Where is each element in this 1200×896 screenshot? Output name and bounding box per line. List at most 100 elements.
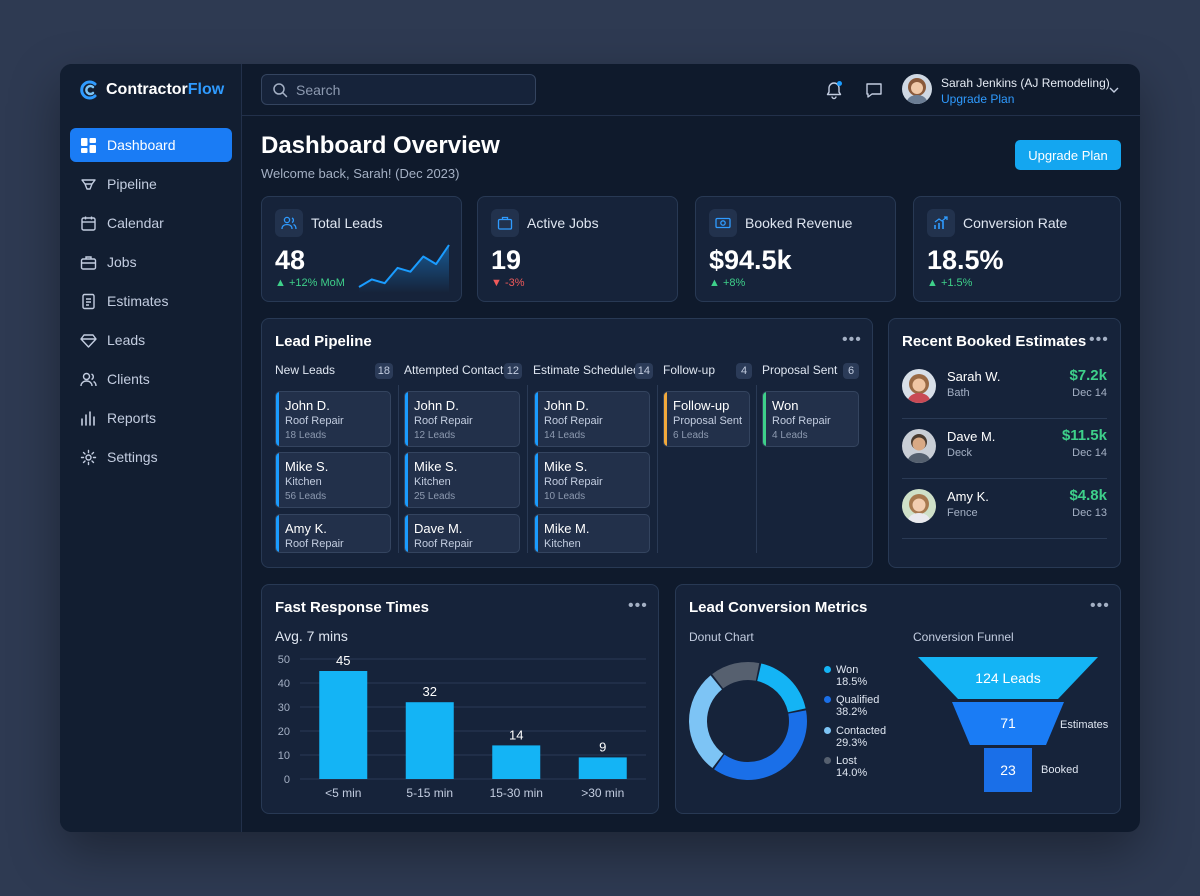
kpi-card-booked-revenue[interactable]: Booked Revenue $94.5k ▲ +8% [695,196,896,302]
bar[interactable] [405,702,454,779]
lead-card[interactable]: John D. Roof Repair 12 Leads [404,391,520,447]
x-tick-label: >30 min [581,786,624,800]
funnel-stage-leads [918,657,1098,699]
sidebar-item-calendar[interactable]: Calendar [70,206,232,240]
sparkline-chart [358,244,450,293]
search-icon [273,82,288,97]
legend-label: Qualified [836,694,880,706]
sparkline-line [358,244,450,288]
lead-service: Kitchen [544,538,581,550]
response-bar-chart: 0 10 20 30 40 50 45 <5 min 32 5-15 min 14 15-30 min… [278,653,646,800]
funnel-label: Conversion Funnel [913,630,1014,644]
bar[interactable] [492,745,541,779]
legend-label: Lost [836,755,857,767]
kpi-card-total-leads[interactable]: Total Leads 48 ▲ +12% MoM [261,196,462,302]
sidebar-item-settings[interactable]: Settings [70,440,232,474]
kpi-card-conversion-rate[interactable]: Conversion Rate 18.5% ▲ +1.5% [913,196,1121,302]
chevron-down-icon[interactable] [1109,86,1119,94]
kpi-card-active-jobs[interactable]: Active Jobs 19 ▼ -3% [477,196,678,302]
bell-icon[interactable] [824,80,844,100]
search-box[interactable] [261,74,536,105]
user-menu[interactable]: Sarah Jenkins (AJ Remodeling) Upgrade Pl… [902,74,1132,106]
estimate-amount: $7.2k [1069,367,1107,384]
trend-chart-icon [934,216,948,229]
sidebar-item-pipeline[interactable]: Pipeline [70,167,232,201]
upgrade-plan-button[interactable]: Upgrade Plan [1015,140,1121,170]
donut-slice-qualified[interactable] [714,710,807,780]
lead-card[interactable]: Follow-up Proposal Sent 6 Leads [663,391,750,447]
lead-service: Roof Repair [544,415,603,427]
kpi-label: Conversion Rate [963,215,1068,231]
bar-chart-icon [81,410,95,426]
lead-card[interactable]: John D. Roof Repair 14 Leads [534,391,650,447]
upgrade-plan-link[interactable]: Upgrade Plan [941,92,1015,106]
more-options-icon[interactable]: ••• [842,331,862,348]
legend-value: 38.2% [836,706,868,718]
column-name: Estimate Scheduled [533,363,640,377]
column-divider [398,385,399,553]
lead-card[interactable]: Mike M. Kitchen [534,514,650,553]
donut-slice-contacted[interactable] [689,675,724,769]
column-count: 12 [503,363,522,379]
sidebar-item-label: Estimates [107,293,169,309]
y-tick-label: 30 [278,702,290,714]
lead-card[interactable]: John D. Roof Repair 18 Leads [275,391,391,447]
funnel-stage-estimates [952,702,1064,745]
y-tick-label: 0 [284,774,290,786]
lead-card[interactable]: Mike S. Kitchen 25 Leads [404,452,520,508]
brand-logo[interactable]: ContractorFlow [80,78,224,102]
estimate-row[interactable]: Amy K. Fence $4.8k Dec 13 [902,481,1107,539]
estimate-row[interactable]: Sarah W. Bath $7.2k Dec 14 [902,361,1107,419]
lead-name: Dave M. [414,521,463,536]
logo-icon [80,80,97,100]
lead-card[interactable]: Mike S. Roof Repair 10 Leads [534,452,650,508]
lead-card[interactable]: Amy K. Roof Repair [275,514,391,553]
sidebar: ContractorFlow Dashboard Pipeline Calend… [60,64,242,832]
lead-card[interactable]: Dave M. Roof Repair [404,514,520,553]
sidebar-item-estimates[interactable]: Estimates [70,284,232,318]
funnel-value: 124 Leads [975,670,1040,686]
more-options-icon[interactable]: ••• [628,597,648,614]
estimate-client-name: Sarah W. [947,369,1001,384]
trend-down-icon: ▼ [491,277,505,289]
pipeline-title: Lead Pipeline [275,333,372,350]
kpi-label: Active Jobs [527,215,599,231]
legend-swatch [824,757,831,764]
y-tick-label: 10 [278,750,290,762]
legend-value: 29.3% [836,737,868,749]
column-name: Follow-up [663,363,716,377]
kpi-change: ▲ +8% [709,277,745,289]
sidebar-item-reports[interactable]: Reports [70,401,232,435]
y-tick-label: 40 [278,678,290,690]
lead-card[interactable]: Won Roof Repair 4 Leads [762,391,859,447]
brand-name-part1: Contractor [106,81,188,98]
lead-name: Won [772,398,799,413]
sidebar-item-leads[interactable]: Leads [70,323,232,357]
donut-slice-won[interactable] [757,663,806,713]
chat-icon[interactable] [864,80,884,100]
lead-count: 56 Leads [285,491,327,502]
estimate-row[interactable]: Dave M. Deck $11.5k Dec 14 [902,421,1107,479]
lead-name: Mike S. [544,459,588,474]
sidebar-item-dashboard[interactable]: Dashboard [70,128,232,162]
trend-up-icon: ▲ [709,277,723,289]
more-options-icon[interactable]: ••• [1090,597,1110,614]
bar[interactable] [319,671,368,779]
funnel-value: 23 [1000,762,1016,778]
lead-count: 14 Leads [544,430,586,441]
app-window: ContractorFlow Dashboard Pipeline Calend… [60,64,1140,832]
sidebar-item-clients[interactable]: Clients [70,362,232,396]
kpi-label: Total Leads [311,215,383,231]
search-input[interactable] [296,81,516,98]
bar[interactable] [578,757,627,779]
donut-slice-lost[interactable] [712,662,760,689]
avatar [902,369,936,403]
kpi-value: 19 [491,245,522,275]
lead-count: 6 Leads [673,430,709,441]
sidebar-item-jobs[interactable]: Jobs [70,245,232,279]
lead-card[interactable]: Mike S. Kitchen 56 Leads [275,452,391,508]
column-count: 4 [736,363,752,379]
more-options-icon[interactable]: ••• [1089,331,1109,348]
column-name: New Leads [275,363,336,377]
kpi-change: ▲ +12% MoM [275,277,345,289]
